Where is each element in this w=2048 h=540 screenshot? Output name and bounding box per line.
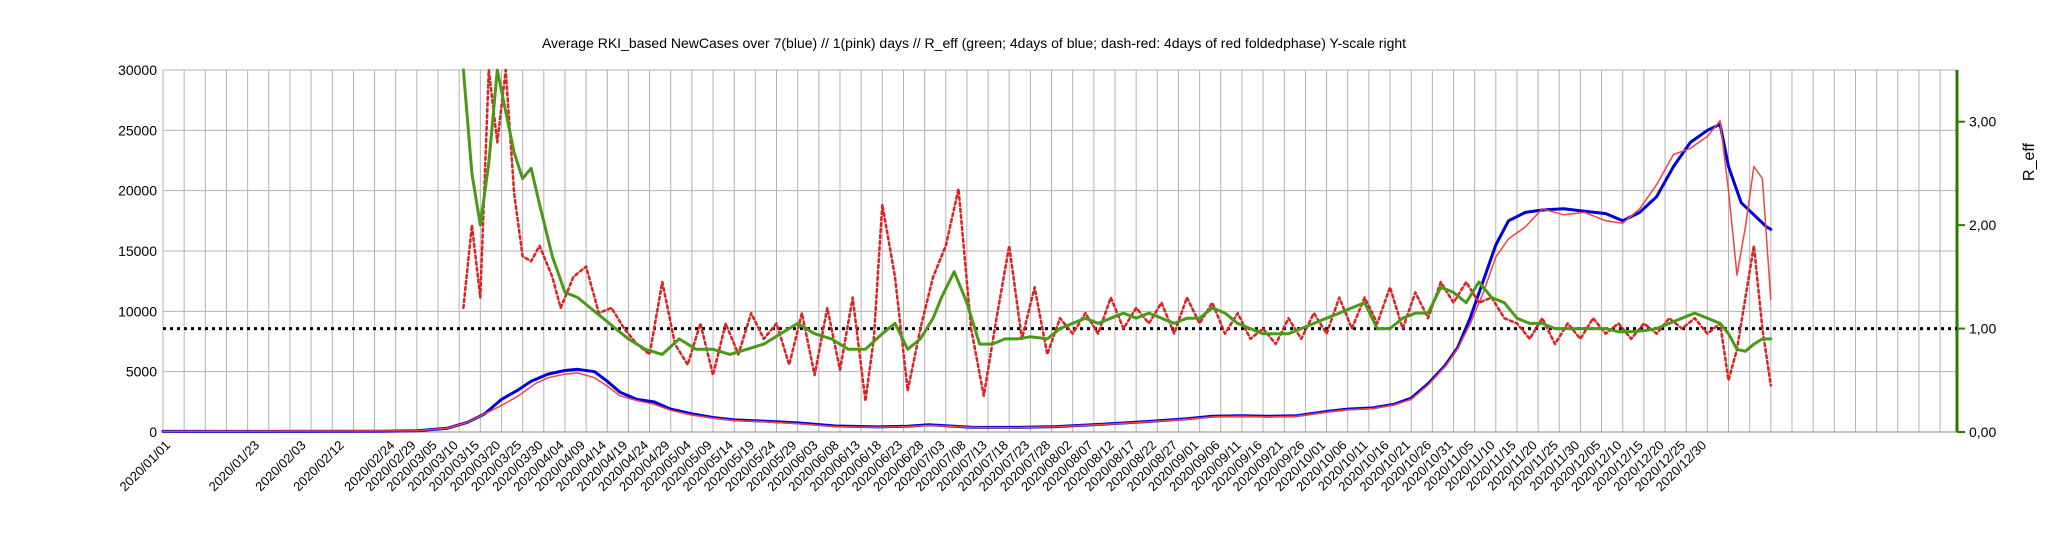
series-layer: [161, 68, 1957, 433]
series-line-3: [462, 68, 1773, 403]
y-right-ticks: 0,00 1,00 2,00 3,00: [1957, 114, 1996, 440]
grid: [162, 69, 1957, 433]
y-right-tick-label: 3,00: [1969, 114, 1996, 130]
y-right-axis-label: R_eff: [2021, 142, 2038, 181]
y-left-tick-label: 25000: [118, 122, 157, 138]
y-right-tick-label: 2,00: [1969, 217, 1996, 233]
y-left-tick-label: 10000: [118, 303, 157, 319]
x-tick-label: 2020/01/01: [116, 438, 173, 495]
y-left-tick-label: 30000: [118, 62, 157, 78]
y-left-ticks: 0 5000 10000 15000 20000 25000 30000: [118, 62, 157, 440]
y-right-tick-label: 0,00: [1969, 424, 1996, 440]
y-left-tick-label: 5000: [126, 364, 157, 380]
y-left-tick-label: 15000: [118, 243, 157, 259]
axes: [163, 70, 1959, 433]
series-line-4: [461, 68, 1773, 356]
y-left-tick-label: 0: [149, 424, 157, 440]
y-right-tick-label: 1,00: [1969, 321, 1996, 337]
chart-title: Average RKI_based NewCases over 7(blue) …: [542, 35, 1406, 51]
y-left-tick-label: 20000: [118, 183, 157, 199]
series-line-2: [162, 119, 1772, 433]
x-ticks: 2020/01/01 2020/01/232020/02/032020/02/12…: [116, 438, 1709, 495]
